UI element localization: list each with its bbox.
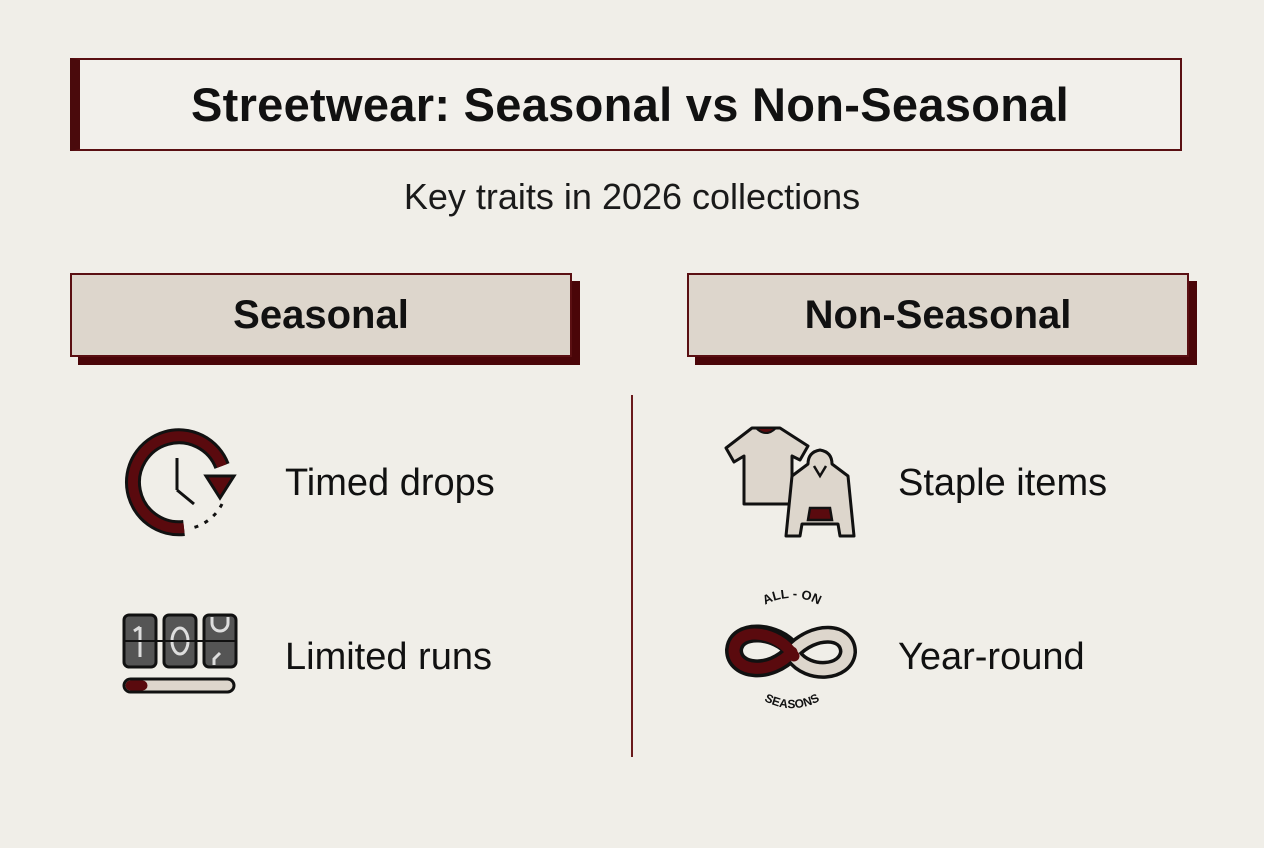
svg-text:SEASONS: SEASONS [763, 691, 822, 711]
flip-counter-icon [122, 613, 238, 694]
page-title: Streetwear: Seasonal vs Non-Seasonal [190, 78, 1070, 131]
seasonal-heading: Seasonal [70, 273, 572, 357]
clock-rotate-icon [124, 428, 237, 537]
tshirt-hoodie-icon [724, 426, 856, 538]
subtitle: Key traits in 2026 collections [403, 176, 861, 217]
item-limited-runs: Limited runs [285, 636, 492, 678]
infinity-icon: ALL - ON SEASONS [724, 590, 858, 711]
svg-text:ALL - ON: ALL - ON [760, 590, 824, 607]
item-staple-items: Staple items [898, 462, 1108, 504]
badge-top-text: ALL - ON [760, 590, 824, 607]
column-divider [631, 395, 633, 757]
item-timed-drops: Timed drops [285, 462, 495, 504]
badge-bottom-text: SEASONS [763, 691, 822, 711]
non-seasonal-heading: Non-Seasonal [687, 273, 1189, 357]
item-year-round: Year-round [898, 636, 1085, 678]
title-box: Streetwear: Seasonal vs Non-Seasonal [70, 58, 1182, 151]
